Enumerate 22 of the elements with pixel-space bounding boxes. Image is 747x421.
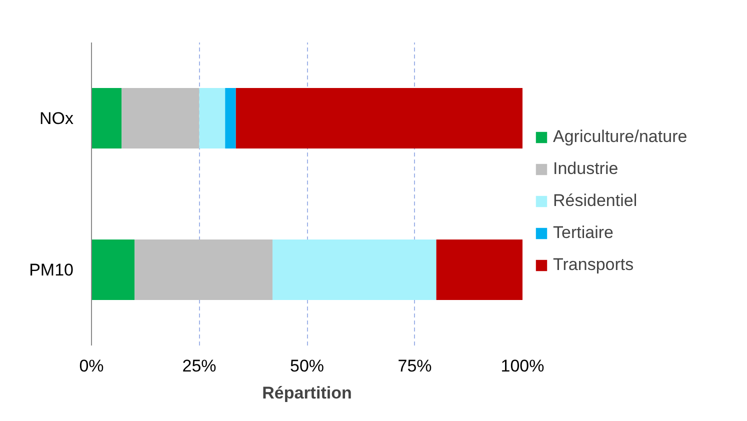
bar <box>225 88 236 149</box>
bar <box>236 88 522 149</box>
bar <box>436 239 522 300</box>
legend-label: Résidentiel <box>553 191 638 211</box>
x-tick-label: 75% <box>398 356 432 376</box>
y-tick-label: NOx <box>40 108 74 128</box>
x-tick-label: 25% <box>182 356 216 376</box>
bar <box>92 88 122 149</box>
bar <box>92 239 135 300</box>
legend-label: Tertiaire <box>553 223 614 243</box>
x-tick-label: 50% <box>290 356 324 376</box>
bar <box>134 239 273 300</box>
legend-label: Industrie <box>553 159 618 179</box>
y-tick-label: PM10 <box>29 260 74 280</box>
bar <box>199 88 226 149</box>
legend-label: Transports <box>553 255 634 275</box>
x-tick-label: 0% <box>79 356 104 376</box>
bar <box>122 88 200 149</box>
bar <box>272 239 436 300</box>
x-tick-label: 100% <box>500 356 544 376</box>
x-axis-title: Répartition <box>262 384 352 402</box>
legend-label: Agriculture/nature <box>553 127 688 147</box>
